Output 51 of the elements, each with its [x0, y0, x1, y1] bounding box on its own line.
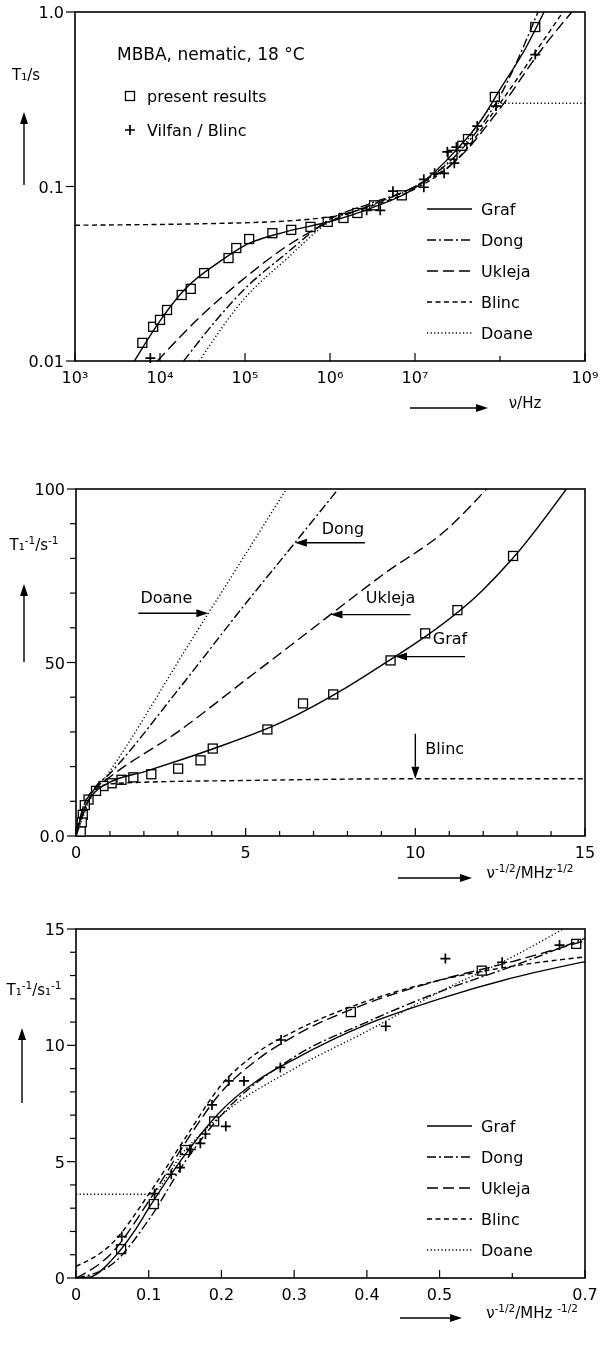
- legend-label: Doane: [481, 1241, 533, 1260]
- y-tick-label: 15: [44, 920, 65, 939]
- annotation: Doane: [140, 588, 193, 608]
- x-tick-label: 0.2: [208, 1285, 235, 1304]
- annotation: Blinc: [425, 738, 465, 758]
- legend-label: Graf: [481, 200, 516, 219]
- y-axis-title: T₁$^{-1}$/s₁$^{-1}$: [5, 979, 62, 999]
- legend-label: Ukleja: [481, 1179, 531, 1198]
- text: MBBA, nematic, 18 °C: [117, 44, 305, 64]
- x-tick-label: 15: [574, 843, 596, 862]
- x-tick-label: 0.4: [354, 1285, 380, 1304]
- y-tick-label: 100: [34, 480, 65, 499]
- y-tick-label: 10: [44, 1036, 65, 1056]
- y-tick-label: 50: [44, 653, 65, 673]
- x-tick-label: 10⁷: [401, 368, 429, 387]
- x-axis-title: ν/Hz: [508, 394, 542, 412]
- x-tick-label: 10⁴: [146, 368, 174, 387]
- legend-label: Dong: [481, 1148, 524, 1167]
- legend-label: Blinc: [481, 293, 520, 312]
- legend-label: Dong: [481, 231, 524, 250]
- annotation: Ukleja: [365, 587, 416, 607]
- x-tick-label: 0.5: [426, 1285, 453, 1304]
- legend-label: Blinc: [481, 1210, 520, 1229]
- x-axis-title: ν$^{-1/2}$/MHz $^{-1/2}$: [486, 1302, 578, 1322]
- x-tick-label: 10⁵: [231, 368, 259, 387]
- x-tick-label: 0: [70, 1285, 82, 1304]
- y-axis-title: T₁$^{-1}$/s$^{-1}$: [8, 534, 59, 554]
- annotation: Graf: [432, 628, 468, 648]
- x-tick-label: 0.7: [572, 1285, 598, 1304]
- x-tick-label: 10: [405, 843, 426, 862]
- y-tick-label: 0: [54, 1269, 65, 1288]
- annotation: Dong: [321, 518, 365, 538]
- legend-label: Graf: [481, 1117, 516, 1136]
- legend-label: Ukleja: [481, 262, 531, 281]
- x-tick-label: 0: [70, 843, 82, 862]
- y-tick-label: 0.01: [28, 352, 64, 371]
- x-tick-label: 5: [240, 843, 251, 862]
- x-tick-label: 10³: [61, 368, 89, 387]
- legend-label: Vilfan / Blinc: [147, 121, 247, 140]
- y-tick-label: 5: [54, 1152, 65, 1172]
- legend-label: present results: [147, 87, 267, 106]
- y-tick-label: 0.1: [38, 177, 64, 197]
- x-tick-label: 10⁶: [316, 368, 344, 387]
- x-axis-title: ν$^{-1/2}$/MHz$^{-1/2}$: [486, 862, 574, 882]
- x-tick-label: 0.3: [281, 1285, 307, 1304]
- y-tick-label: 0.0: [39, 827, 65, 846]
- x-tick-label: 0.1: [135, 1285, 162, 1304]
- legend-label: Doane: [481, 324, 533, 343]
- x-tick-label: 10⁹: [571, 368, 599, 387]
- y-axis-title: T₁/s: [10, 66, 41, 84]
- y-tick-label: 1.0: [38, 3, 64, 22]
